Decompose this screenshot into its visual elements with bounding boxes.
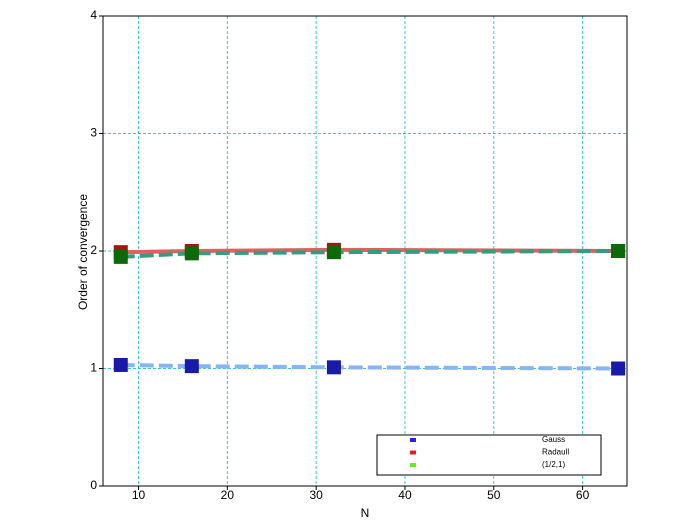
legend-swatch (410, 463, 416, 467)
x-tick-label: 50 (487, 488, 501, 502)
y-tick-label: 4 (90, 8, 97, 22)
x-tick-label: 10 (132, 488, 146, 502)
marker (326, 245, 341, 260)
y-tick-label: 2 (90, 243, 97, 257)
y-tick-label: 0 (90, 478, 97, 492)
series-line (120, 249, 619, 259)
legend-label: Radaull (542, 448, 569, 457)
marker (113, 357, 128, 372)
marker (611, 244, 626, 258)
legend-label: (1/2,1) (542, 460, 565, 469)
x-tick-label: 60 (576, 488, 590, 502)
x-tick-label: 40 (398, 488, 412, 502)
marker (611, 361, 626, 376)
legend-swatch (410, 438, 416, 442)
marker (184, 246, 199, 261)
legend-swatch (410, 450, 416, 455)
legend-label: Gauss (542, 435, 565, 444)
marker (184, 359, 199, 374)
y-tick-label: 1 (90, 361, 97, 375)
series-line (120, 362, 619, 371)
marker (326, 360, 341, 375)
y-axis-label: Order of convergence (76, 194, 90, 310)
plot-frame (102, 15, 628, 487)
x-axis-label: N (361, 506, 370, 520)
x-tick-label: 30 (309, 488, 323, 502)
x-tick-label: 20 (221, 488, 235, 502)
y-tick-label: 3 (90, 126, 97, 140)
marker (113, 249, 128, 264)
